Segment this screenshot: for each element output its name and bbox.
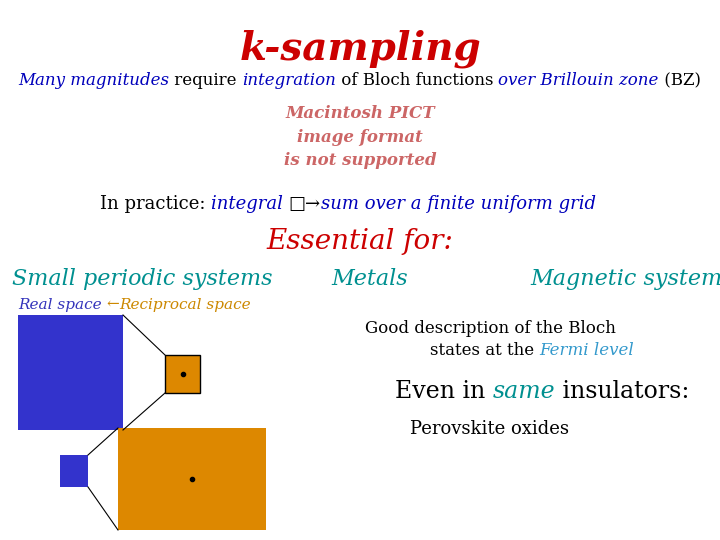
Text: □→: □→: [289, 195, 321, 213]
Text: In practice:: In practice:: [100, 195, 211, 213]
Text: Perovskite oxides: Perovskite oxides: [410, 420, 570, 438]
Text: integral: integral: [211, 195, 289, 213]
Text: Fermi level: Fermi level: [539, 342, 634, 359]
Text: k-sampling: k-sampling: [239, 30, 481, 69]
Text: sum over a finite uniform grid: sum over a finite uniform grid: [321, 195, 596, 213]
Text: insulators:: insulators:: [555, 380, 690, 403]
Text: Small periodic systems: Small periodic systems: [12, 268, 272, 290]
Text: same: same: [492, 380, 555, 403]
Text: Reciprocal space: Reciprocal space: [120, 298, 251, 312]
Text: of Bloch functions: of Bloch functions: [336, 72, 498, 89]
Text: integration: integration: [242, 72, 336, 89]
Text: Essential for:: Essential for:: [266, 228, 454, 255]
Text: Good description of the Bloch: Good description of the Bloch: [364, 320, 616, 337]
Text: Even in: Even in: [395, 380, 492, 403]
Text: states at the: states at the: [430, 342, 539, 359]
Bar: [60, 455, 88, 487]
Text: (BZ): (BZ): [659, 72, 701, 89]
Text: ←: ←: [107, 298, 120, 312]
Bar: [118, 428, 266, 530]
Text: Metals: Metals: [332, 268, 408, 290]
Bar: [18, 315, 123, 430]
Text: Macintosh PICT
image format
is not supported: Macintosh PICT image format is not suppo…: [284, 105, 436, 169]
Text: over Brillouin zone: over Brillouin zone: [498, 72, 659, 89]
Text: Real space: Real space: [18, 298, 107, 312]
Text: Magnetic systems: Magnetic systems: [530, 268, 720, 290]
Text: require: require: [169, 72, 242, 89]
Bar: [165, 355, 200, 393]
Text: Many magnitudes: Many magnitudes: [18, 72, 169, 89]
